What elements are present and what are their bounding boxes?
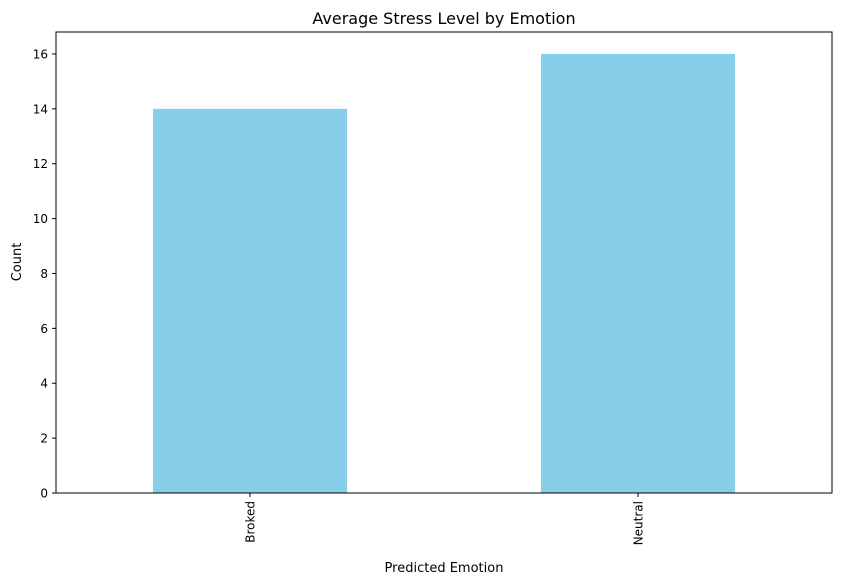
y-tick-label: 4: [40, 377, 48, 391]
y-axis: 0 2 4 6 8 10 12 14 16: [33, 47, 56, 501]
y-tick-label: 12: [33, 157, 48, 171]
x-tick-label: Neutral: [632, 501, 646, 545]
y-tick-label: 10: [33, 212, 48, 226]
y-tick-label: 8: [40, 267, 48, 281]
plot-area-frame: [55, 31, 833, 494]
y-tick-label: 6: [40, 322, 48, 336]
y-axis-label: Count: [10, 243, 25, 282]
bar-neutral: [541, 53, 735, 493]
y-tick-label: 2: [40, 432, 48, 446]
x-axis: Broked Neutral: [244, 493, 646, 545]
y-tick-label: 14: [33, 102, 48, 116]
y-tick-label: 0: [40, 487, 48, 501]
x-tick-label: Broked: [244, 501, 258, 543]
bars-layer: [153, 53, 735, 493]
bar-broked: [153, 108, 347, 493]
y-tick-label: 16: [33, 47, 48, 61]
x-axis-label: Predicted Emotion: [385, 561, 504, 576]
chart-title: Average Stress Level by Emotion: [312, 9, 575, 28]
